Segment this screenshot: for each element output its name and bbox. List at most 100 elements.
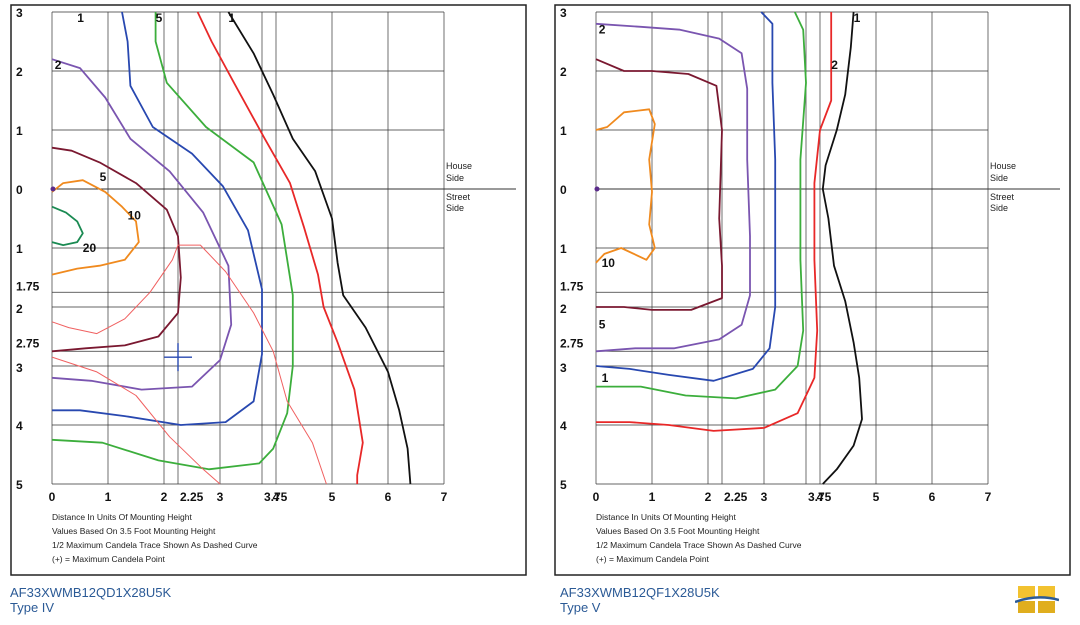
curve-label: 1 (228, 11, 235, 25)
luminaire-location-marker (594, 186, 600, 192)
panel-frame (10, 4, 527, 576)
y-tick-label: 3 (560, 361, 567, 375)
y-tick-label: 1.75 (560, 279, 584, 293)
isofootcandle-curve-fc10 (51, 179, 140, 276)
x-tick-label: 2 (161, 490, 168, 504)
x-tick-label: 0 (593, 490, 600, 504)
luminaire-location-marker (50, 186, 56, 192)
photometric-panel-type-iv: 0 1 2 2.25 3 3.75 4 5 6 7 3 2 1 0 1 1.75 2 2.75 3 4 5 House Si… (10, 4, 527, 576)
caption-model-number: AF33XWMB12QF1X28U5K (560, 585, 720, 600)
x-tick-label: 3.75 (808, 490, 832, 504)
isofootcandle-curve-fc5 (595, 58, 723, 311)
curve-label: 2 (831, 58, 838, 72)
chart-note: (+) = Maximum Candela Point (596, 554, 710, 564)
y-tick-label: 0 (16, 183, 23, 197)
holophane-logo-icon (1015, 586, 1059, 613)
y-tick-label: 2 (560, 65, 567, 79)
house-side-label: Side (990, 173, 1008, 183)
y-tick-label: 2 (16, 65, 23, 79)
caption-model-number: AF33XWMB12QD1X28U5K (10, 585, 172, 600)
y-tick-label: 1 (16, 124, 23, 138)
curve-label: 1 (77, 11, 84, 25)
x-tick-label: 4 (273, 490, 280, 504)
isofootcandle-curve-halfmax (51, 356, 221, 485)
y-tick-label: 1 (560, 124, 567, 138)
y-tick-label: 5 (560, 478, 567, 492)
street-side-label: Side (446, 203, 464, 213)
y-tick-label: 2 (560, 302, 567, 316)
curve-label: 5 (156, 11, 163, 25)
isofootcandle-curve-fc01 (821, 11, 863, 485)
curve-label: 10 (602, 256, 616, 270)
chart-note: Distance In Units Of Mounting Height (596, 512, 736, 522)
x-tick-label: 5 (329, 490, 336, 504)
x-tick-label: 6 (929, 490, 936, 504)
panel-frame (554, 4, 1071, 576)
y-tick-label: 2.75 (560, 336, 584, 350)
isofootcandle-curve-fc05 (51, 12, 294, 471)
x-tick-label: 2.25 (180, 490, 204, 504)
isofootcandle-curve-halfmax (51, 244, 327, 485)
curve-label: 2 (55, 58, 62, 72)
x-tick-label: 1 (649, 490, 656, 504)
y-tick-label: 4 (560, 419, 567, 433)
curve-label: 1 (602, 371, 609, 385)
x-tick-label: 2 (705, 490, 712, 504)
chart-note: Values Based On 3.5 Foot Mounting Height (596, 526, 760, 536)
x-tick-label: 3 (761, 490, 768, 504)
x-tick-label: 3 (217, 490, 224, 504)
curve-label: 1 (854, 11, 861, 25)
caption-type-iv: AF33XWMB12QD1X28U5K Type IV (10, 585, 171, 615)
chart-note: 1/2 Maximum Candela Trace Shown As Dashe… (596, 540, 802, 550)
isofootcandle-curve-fc2 (51, 58, 233, 391)
curve-label: 10 (128, 209, 142, 223)
chart-note: Values Based On 3.5 Foot Mounting Height (52, 526, 216, 536)
curve-label: 5 (599, 318, 606, 332)
house-side-label: Side (446, 173, 464, 183)
x-tick-label: 6 (385, 490, 392, 504)
y-tick-label: 3 (16, 361, 23, 375)
caption-type-v: AF33XWMB12QF1X28U5K Type V (560, 585, 720, 615)
isofootcandle-curve-fc02 (596, 12, 833, 432)
caption-distribution-type: Type IV (10, 600, 55, 615)
house-side-label: House (446, 161, 472, 171)
street-side-label: Street (446, 192, 471, 202)
caption-distribution-type: Type V (560, 600, 601, 615)
photometric-panel-type-v: 0 1 2 2.25 3 3.75 4 5 6 7 3 2 1 0 1 1.75 2 2.75 3 4 5 House Si… (554, 4, 1071, 576)
y-tick-label: 1 (16, 242, 23, 256)
y-tick-label: 2.75 (16, 336, 40, 350)
y-tick-label: 0 (560, 183, 567, 197)
isofootcandle-curve-fc5 (51, 146, 182, 353)
street-side-label: Side (990, 203, 1008, 213)
chart-note: Distance In Units Of Mounting Height (52, 512, 192, 522)
x-tick-label: 5 (873, 490, 880, 504)
isofootcandle-chart-type-iv: 0 1 2 2.25 3 3.754 5 6 7321011.7522.75345HouseSi… (10, 4, 527, 576)
x-tick-label: 3.75 (264, 490, 288, 504)
x-tick-label: 7 (985, 490, 992, 504)
isofootcandle-curve-fc2 (595, 22, 751, 353)
curve-label: 20 (83, 241, 97, 255)
isofootcandle-curve-fc02 (196, 11, 364, 484)
x-tick-label: 1 (105, 490, 112, 504)
isofootcandle-chart-type-v: 0 1 2 2.25 3 3.754 5 6 7321011.7522.75345HouseSi… (554, 4, 1071, 576)
isofootcandle-curve-fc10 (595, 108, 656, 264)
house-side-label: House (990, 161, 1016, 171)
curve-label: 5 (100, 170, 107, 184)
x-tick-label: 4 (817, 490, 824, 504)
curve-label: 2 (599, 23, 606, 37)
x-tick-label: 2.25 (724, 490, 748, 504)
street-side-label: Street (990, 192, 1015, 202)
y-tick-label: 5 (16, 478, 23, 492)
isofootcandle-curve-fc05 (596, 11, 807, 400)
y-tick-label: 2 (16, 302, 23, 316)
y-tick-label: 3 (560, 6, 567, 20)
y-tick-label: 1 (560, 242, 567, 256)
isofootcandle-curve-fc1 (52, 11, 263, 426)
y-tick-label: 1.75 (16, 279, 40, 293)
x-tick-label: 7 (441, 490, 448, 504)
isofootcandle-curve-fc1 (595, 11, 777, 382)
chart-note: 1/2 Maximum Candela Trace Shown As Dashe… (52, 540, 258, 550)
x-tick-label: 0 (49, 490, 56, 504)
isofootcandle-curve-fc01 (227, 11, 412, 485)
isofootcandle-curve-fc20 (51, 205, 84, 247)
